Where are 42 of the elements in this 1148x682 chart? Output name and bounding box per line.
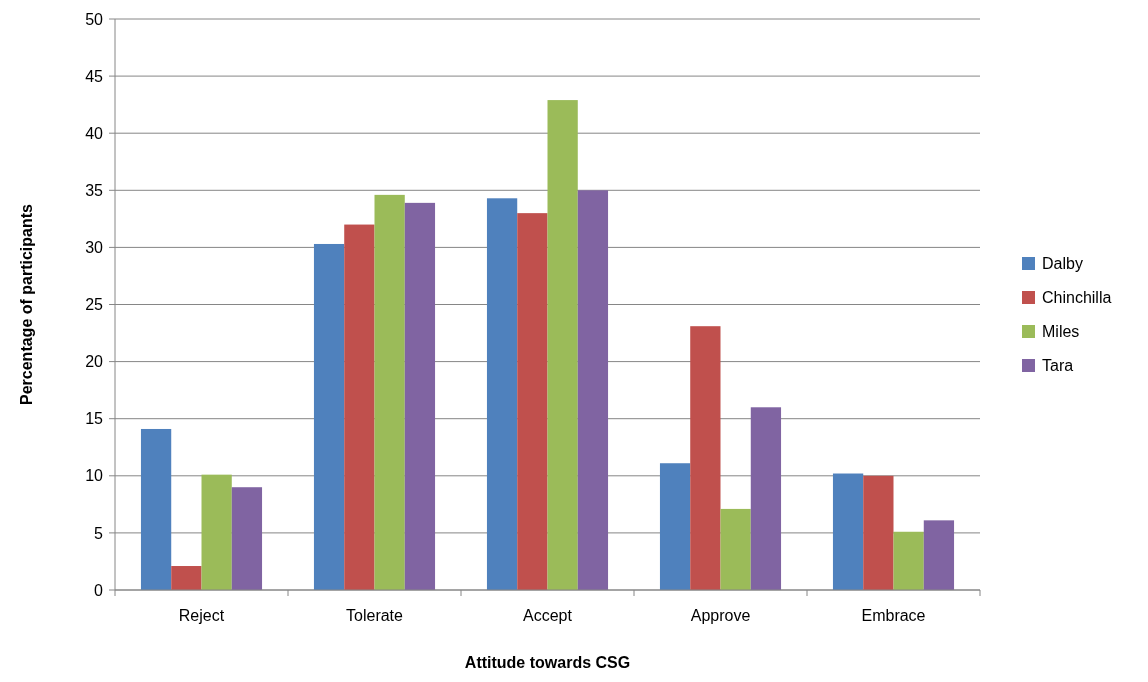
bar: [577, 190, 609, 590]
bar: [690, 326, 721, 590]
y-tick-label: 20: [85, 353, 104, 371]
y-tick-label: 30: [85, 239, 104, 256]
bar: [171, 566, 202, 590]
bar: [140, 428, 172, 590]
legend-label: Tara: [1042, 356, 1074, 374]
bar: [832, 473, 864, 590]
bar: [720, 508, 751, 590]
y-tick-label: 50: [85, 10, 104, 28]
bar: [893, 531, 924, 590]
bar: [231, 487, 263, 590]
bar: [517, 213, 548, 590]
y-tick-label: 40: [85, 124, 104, 142]
bar: [923, 520, 955, 590]
bar: [344, 224, 375, 590]
y-tick-label: 0: [94, 581, 104, 599]
legend-label: Miles: [1042, 322, 1080, 340]
bar: [750, 407, 782, 590]
x-tick-label: Approve: [690, 607, 751, 624]
x-axis-title: Attitude towards CSG: [464, 654, 631, 671]
legend-label: Chinchilla: [1042, 288, 1112, 306]
bar: [404, 202, 436, 590]
x-tick-label: Tolerate: [346, 607, 404, 624]
y-axis-title: Percentage of participants: [18, 203, 35, 405]
x-tick-label: Accept: [523, 607, 573, 624]
x-tick-label: Embrace: [861, 607, 926, 624]
bar: [486, 198, 518, 590]
y-tick-label: 35: [85, 181, 104, 199]
y-tick-label: 15: [85, 410, 104, 428]
x-tick-label: Reject: [178, 607, 225, 624]
legend-label: Dalby: [1042, 254, 1083, 272]
bar: [201, 474, 232, 590]
bar: [313, 243, 345, 590]
y-tick-label: 25: [85, 296, 104, 314]
bar: [863, 475, 894, 590]
bar: [659, 463, 691, 590]
bar: [374, 194, 405, 590]
y-tick-label: 10: [85, 467, 104, 485]
bar: [547, 100, 578, 590]
y-tick-label: 45: [85, 67, 104, 85]
y-tick-label: 5: [94, 524, 104, 542]
